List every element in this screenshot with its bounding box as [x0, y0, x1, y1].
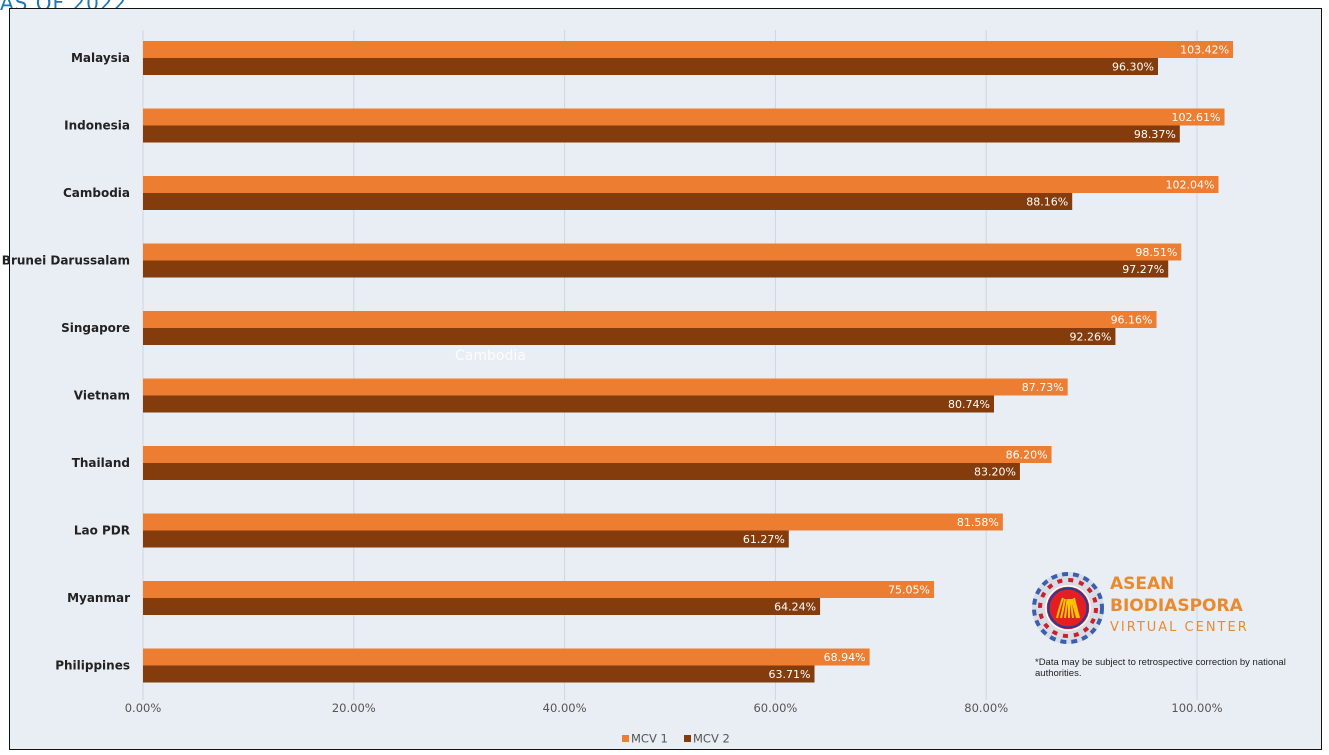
data-label: 86.20% [1006, 449, 1048, 462]
category-label: Indonesia [64, 119, 130, 133]
x-tick-label: 20.00% [332, 701, 376, 715]
legend-label: MCV 1 [631, 732, 668, 746]
bar-mcv1 [143, 378, 1068, 396]
category-label: Myanmar [67, 591, 130, 605]
category-label: Philippines [55, 659, 130, 673]
data-label: 64.24% [774, 601, 816, 614]
bar-mcv2 [143, 463, 1020, 480]
x-tick-label: 40.00% [543, 701, 587, 715]
data-label: 80.74% [948, 398, 990, 411]
x-tick-label: 0.00% [125, 701, 162, 715]
category-label: Brunei Darussalam [2, 254, 130, 268]
logo-text-biodiaspora: BIODIASPORA [1110, 596, 1243, 616]
data-label: 97.27% [1122, 263, 1164, 276]
bar-mcv1 [143, 513, 1003, 531]
logo-text-asean: ASEAN [1110, 574, 1175, 594]
data-label: 98.51% [1135, 246, 1177, 259]
data-label: 103.42% [1180, 44, 1229, 57]
category-label: Malaysia [71, 51, 130, 65]
category-label: Thailand [72, 456, 130, 470]
legend: MCV 1 MCV 2 [622, 732, 730, 746]
bar-mcv1 [143, 648, 870, 666]
bar-mcv2 [143, 125, 1180, 143]
x-tick-label: 60.00% [753, 701, 797, 715]
bar-mcv1 [143, 176, 1219, 193]
asean-logo: ASEAN BIODIASPORA VIRTUAL CENTER [1030, 570, 1280, 650]
bar-mcv2 [143, 598, 821, 615]
bar-mcv2 [143, 395, 994, 413]
data-label: 92.26% [1069, 331, 1111, 344]
data-label: 96.30% [1112, 61, 1154, 74]
bar-mcv1 [143, 108, 1225, 126]
category-label: Vietnam [74, 389, 130, 403]
data-label: 61.27% [743, 533, 785, 546]
bar-mcv1 [143, 41, 1234, 58]
asean-emblem-icon [1032, 572, 1104, 644]
data-label: 96.16% [1111, 314, 1153, 327]
data-label: 98.37% [1134, 128, 1176, 141]
data-label: 68.94% [824, 651, 866, 664]
data-label: 87.73% [1022, 381, 1064, 394]
logo-text-virtual-center: VIRTUAL CENTER [1110, 620, 1249, 635]
bar-mcv2 [143, 530, 789, 548]
legend-swatch [684, 735, 691, 742]
bar-mcv1 [143, 311, 1157, 328]
bar-mcv1 [143, 581, 935, 598]
data-label: 75.05% [888, 584, 930, 597]
bar-mcv1 [143, 446, 1052, 463]
bar-mcv2 [143, 260, 1169, 278]
category-label: Singapore [61, 321, 130, 335]
legend-label: MCV 2 [693, 732, 730, 746]
bar-mcv1 [143, 243, 1182, 261]
bar-mcv2 [143, 58, 1159, 75]
legend-swatch [622, 735, 629, 742]
bar-mcv2 [143, 665, 815, 683]
x-tick-label: 80.00% [964, 701, 1008, 715]
data-label: 88.16% [1026, 196, 1068, 209]
x-tick-label: 100.00% [1171, 701, 1222, 715]
data-label: 81.58% [957, 516, 999, 529]
bars [143, 41, 1234, 683]
data-label: 83.20% [974, 466, 1016, 479]
data-label: 63.71% [769, 668, 811, 681]
bar-mcv2 [143, 193, 1073, 210]
data-label: 102.04% [1166, 179, 1215, 192]
watermark-text: Cambodia [455, 348, 526, 364]
category-label: Cambodia [63, 186, 130, 200]
category-label: Lao PDR [74, 524, 130, 538]
bar-mcv2 [143, 328, 1116, 345]
data-label: 102.61% [1172, 111, 1221, 124]
labels: 0.00% 20.00% 40.00% 60.00% 80.00% 100.00% Mala… [2, 44, 1229, 716]
footnote: *Data may be subject to retrospective co… [1035, 657, 1286, 679]
